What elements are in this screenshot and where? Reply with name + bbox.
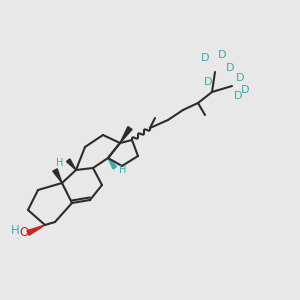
Polygon shape (110, 162, 113, 164)
Text: D: D (226, 63, 234, 73)
Text: D: D (201, 53, 209, 63)
Polygon shape (112, 165, 116, 169)
Text: D: D (218, 50, 226, 60)
Text: D: D (234, 91, 242, 101)
Polygon shape (67, 159, 71, 163)
Polygon shape (69, 161, 72, 165)
Text: O: O (20, 226, 28, 239)
Text: H: H (11, 224, 20, 238)
Polygon shape (74, 168, 76, 170)
Polygon shape (72, 166, 75, 168)
Text: D: D (204, 77, 212, 87)
Polygon shape (108, 158, 110, 160)
Polygon shape (27, 225, 45, 235)
Polygon shape (53, 169, 62, 183)
Polygon shape (70, 164, 74, 166)
Text: H: H (56, 158, 64, 168)
Text: D: D (241, 85, 249, 95)
Text: H: H (119, 165, 127, 175)
Text: D: D (236, 73, 244, 83)
Polygon shape (109, 160, 111, 162)
Polygon shape (111, 163, 115, 167)
Polygon shape (120, 127, 132, 143)
